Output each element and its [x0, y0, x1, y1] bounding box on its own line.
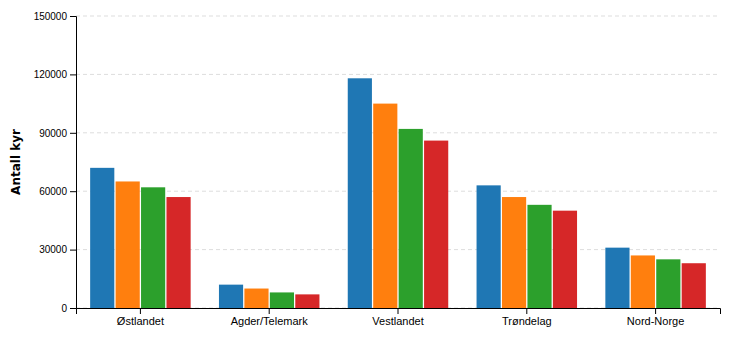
bar	[348, 78, 372, 308]
x-tick: Nord-Norge	[627, 308, 684, 327]
grid-line	[76, 74, 720, 75]
grid-line	[76, 191, 720, 192]
bar	[90, 168, 114, 308]
bar-series	[141, 129, 680, 308]
bar	[631, 255, 655, 308]
tick-label: 30000	[39, 244, 67, 255]
bar	[399, 129, 423, 308]
x-tick: Agder/Telemark	[231, 308, 309, 327]
tick-label: 120000	[34, 69, 68, 80]
x-tick: Vestlandet	[372, 308, 423, 327]
bar	[553, 211, 577, 308]
bar	[141, 187, 165, 308]
tick-label: 150000	[34, 11, 68, 22]
bar-series	[116, 104, 655, 308]
tick-mark	[70, 133, 76, 134]
tick-label: Østlandet	[117, 315, 164, 327]
grid-line	[76, 16, 720, 17]
tick-label: Nord-Norge	[627, 315, 684, 327]
bar	[424, 141, 448, 308]
x-tick: Østlandet	[117, 308, 164, 327]
bar-series	[90, 78, 629, 308]
bar	[295, 294, 319, 308]
tick-mark	[398, 308, 399, 314]
bar	[116, 181, 140, 308]
chart-container: 0 30000 60000 90000 120000 150000 Østlandet Agd…	[0, 0, 736, 340]
bar	[527, 205, 551, 308]
bar	[166, 197, 190, 308]
y-axis-title: Antall kyr	[9, 129, 23, 195]
tick-mark	[140, 308, 141, 314]
bar	[656, 259, 680, 308]
bar	[477, 185, 501, 308]
bar	[605, 248, 629, 308]
tick-label: Trøndelag	[502, 315, 552, 327]
tick-label: 0	[61, 303, 67, 314]
tick-label: Agder/Telemark	[231, 315, 309, 327]
bar	[373, 104, 397, 308]
tick-label: 90000	[39, 128, 67, 139]
y-tick: 150000	[34, 11, 76, 22]
grid-line	[76, 132, 720, 133]
tick-mark	[70, 16, 76, 17]
y-tick: 120000	[34, 69, 76, 80]
chart-svg: 0 30000 60000 90000 120000 150000 Østlandet Agd…	[0, 0, 736, 340]
tick-mark	[70, 250, 76, 251]
y-tick: 60000	[39, 186, 76, 197]
tick-mark	[70, 308, 76, 309]
y-axis: 0 30000 60000 90000 120000 150000	[34, 11, 77, 314]
bar	[682, 263, 706, 308]
tick-mark	[526, 308, 527, 314]
x-axis: Østlandet Agder/Telemark Vestlandet Trøndel…	[77, 308, 721, 327]
bar	[502, 197, 526, 308]
tick-mark	[70, 191, 76, 192]
y-tick: 0	[61, 303, 76, 314]
plot-area	[90, 78, 706, 308]
bar	[244, 289, 268, 308]
bar-series	[166, 141, 705, 308]
tick-mark	[269, 308, 270, 314]
x-tick: Trøndelag	[502, 308, 552, 327]
tick-label: Vestlandet	[372, 315, 423, 327]
tick-label: 60000	[39, 186, 67, 197]
y-tick: 30000	[39, 244, 76, 255]
tick-mark	[70, 74, 76, 75]
axis-domain	[77, 309, 721, 315]
axis-domain	[70, 17, 77, 309]
tick-mark	[655, 308, 656, 314]
y-tick: 90000	[39, 128, 76, 139]
bar	[219, 285, 243, 308]
grid	[76, 16, 720, 308]
bar	[270, 292, 294, 308]
